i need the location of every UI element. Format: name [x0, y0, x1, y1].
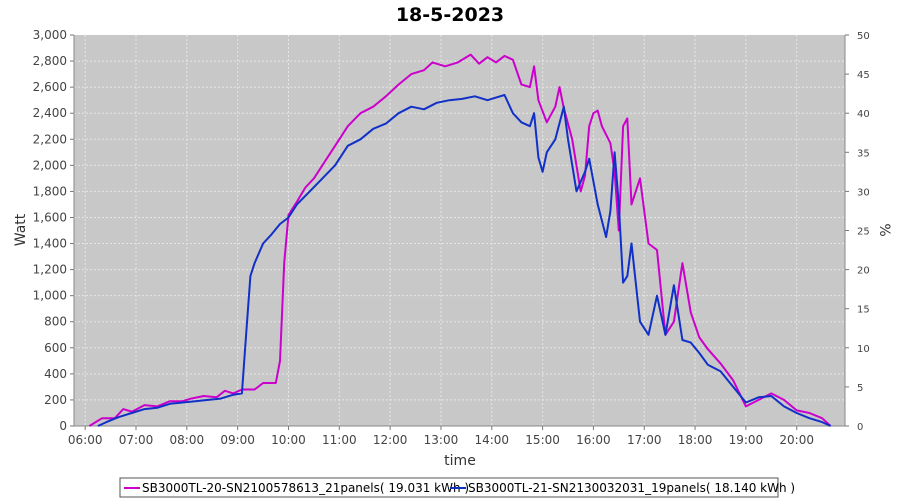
y2-tick-label: 40	[857, 109, 870, 120]
y-tick-label: 1,600	[33, 210, 67, 224]
y-tick-label: 2,400	[33, 106, 67, 120]
y-axis-label: Watt	[13, 213, 29, 246]
y-tick-label: 2,200	[33, 132, 67, 146]
legend: SB3000TL-20-SN2100578613_21panels( 19.03…	[119, 477, 795, 498]
y-tick-label: 2,600	[33, 80, 67, 94]
legend-label-series-1: SB3000TL-20-SN2100578613_21panels( 19.03…	[142, 481, 469, 495]
y-tick-label: 3,000	[33, 28, 67, 42]
x-tick-label: 09:00	[220, 433, 255, 447]
y-tick-label: 800	[44, 315, 67, 329]
x-tick-label: 17:00	[627, 433, 662, 447]
y2-tick-label: 10	[857, 344, 870, 355]
y-tick-label: 400	[44, 367, 67, 381]
y-tick-label: 1,400	[33, 237, 67, 251]
y-tick-label: 200	[44, 393, 67, 407]
series-line-2	[97, 94, 832, 427]
legend-label-series-2: SB3000TL-21-SN2130032031_19panels( 18.14…	[468, 481, 795, 495]
axes: 02004006008001,0001,2001,4001,6001,8002,…	[33, 28, 870, 447]
y-tick-label: 2,000	[33, 158, 67, 172]
y2-tick-label: 25	[857, 227, 870, 238]
y2-tick-label: 20	[857, 266, 870, 277]
y-tick-label: 1,200	[33, 263, 67, 277]
y2-tick-label: 30	[857, 187, 870, 198]
grid-lines	[74, 35, 845, 426]
x-tick-label: 11:00	[322, 433, 357, 447]
y2-tick-label: 35	[857, 148, 870, 159]
series-group	[88, 53, 832, 427]
x-tick-label: 14:00	[474, 433, 509, 447]
chart-title: 18-5-2023	[396, 4, 504, 26]
x-tick-label: 10:00	[271, 433, 306, 447]
x-tick-label: 16:00	[576, 433, 611, 447]
y-tick-label: 600	[44, 341, 67, 355]
plot-area	[74, 35, 845, 426]
x-tick-label: 18:00	[678, 433, 713, 447]
x-tick-label: 13:00	[424, 433, 459, 447]
y2-axis-label: %	[876, 223, 892, 236]
x-tick-label: 07:00	[119, 433, 154, 447]
y2-tick-label: 15	[857, 305, 870, 316]
y-tick-label: 1,000	[33, 289, 67, 303]
y-tick-label: 0	[59, 419, 67, 433]
x-tick-label: 19:00	[729, 433, 764, 447]
y2-tick-label: 50	[857, 31, 870, 42]
y2-tick-label: 45	[857, 70, 870, 81]
x-tick-label: 20:00	[779, 433, 814, 447]
y-tick-label: 2,800	[33, 54, 67, 68]
y2-tick-label: 5	[857, 383, 863, 394]
x-tick-label: 06:00	[68, 433, 103, 447]
x-tick-label: 12:00	[373, 433, 408, 447]
x-axis-label: time	[444, 453, 476, 469]
y-tick-label: 1,800	[33, 184, 67, 198]
legend-box	[119, 477, 779, 498]
series-line-1	[88, 53, 832, 427]
x-tick-label: 15:00	[525, 433, 560, 447]
y2-tick-label: 0	[857, 422, 863, 433]
x-tick-label: 08:00	[170, 433, 205, 447]
